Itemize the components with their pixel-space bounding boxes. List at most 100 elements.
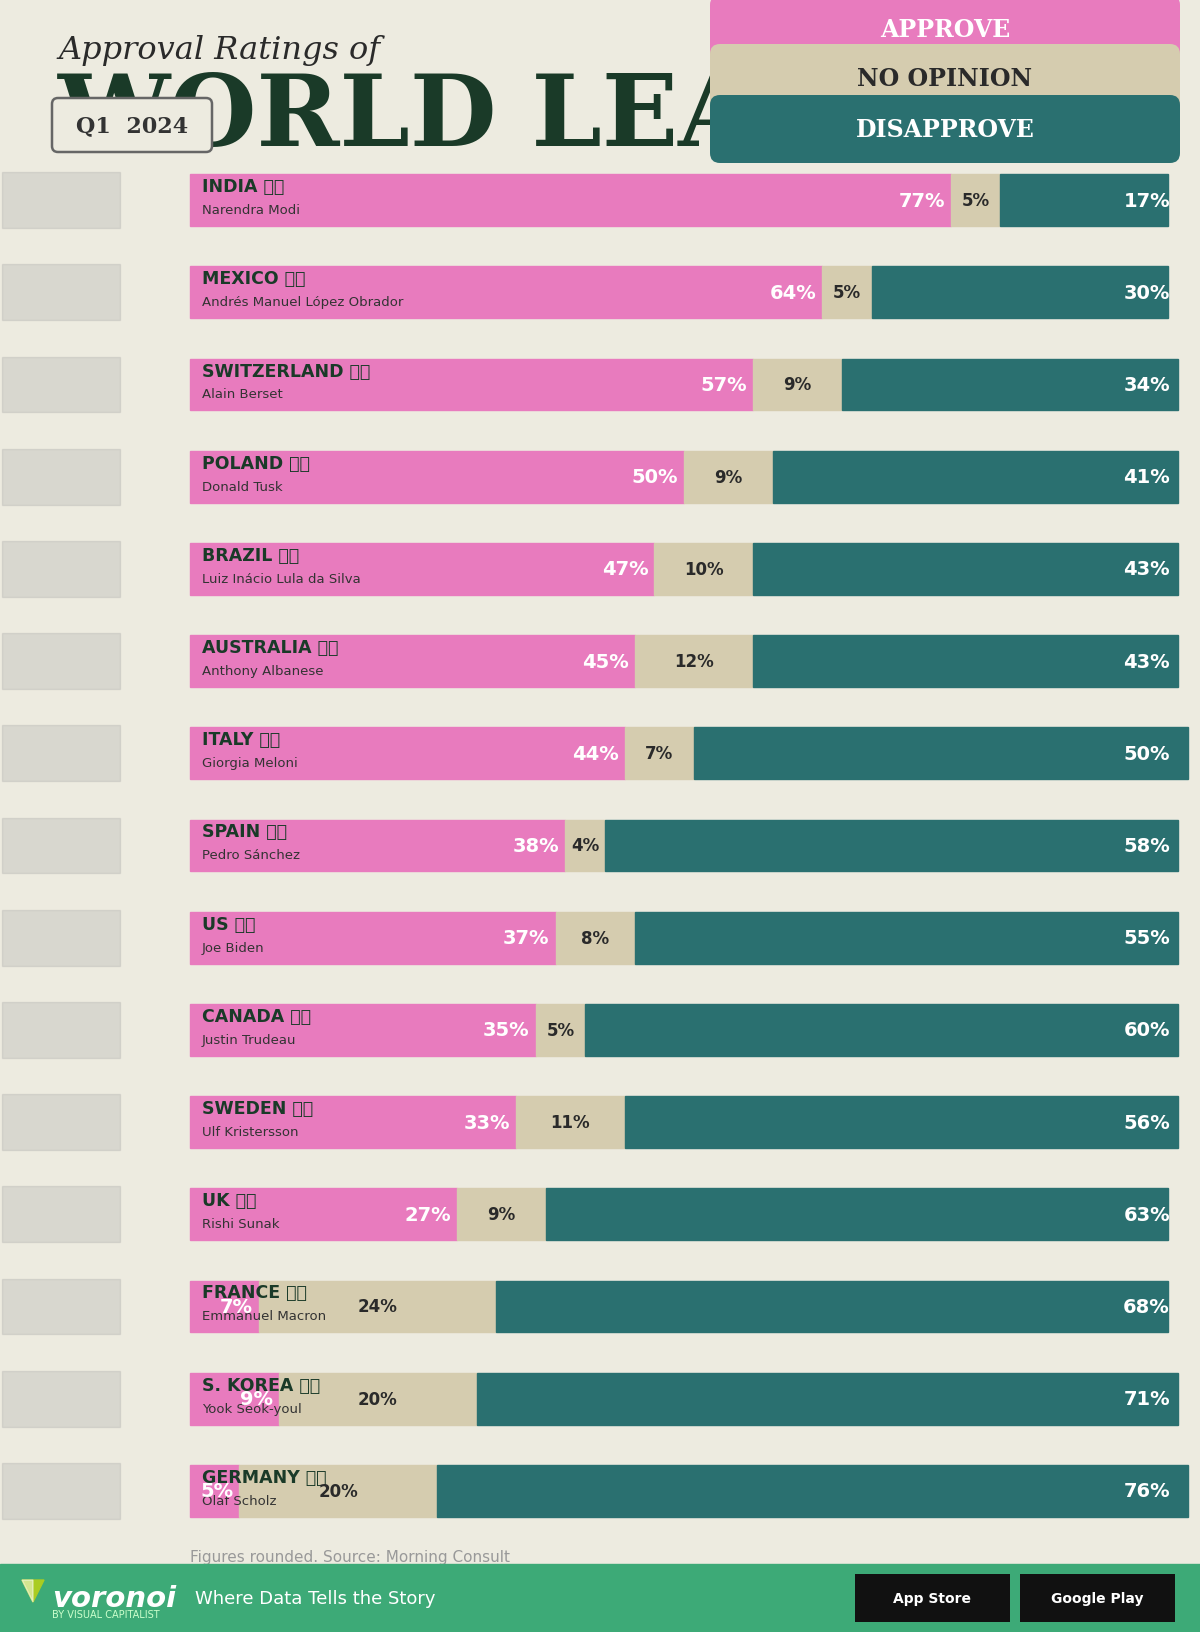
Text: 38%: 38% bbox=[512, 837, 559, 855]
Bar bbox=[1020, 1573, 1175, 1622]
Text: SWEDEN 🇸🇪: SWEDEN 🇸🇪 bbox=[202, 1100, 313, 1118]
Text: Pedro Sánchez: Pedro Sánchez bbox=[202, 849, 300, 862]
Text: 50%: 50% bbox=[631, 468, 678, 486]
Bar bbox=[190, 1281, 259, 1332]
Bar bbox=[556, 912, 635, 965]
Text: Joe Biden: Joe Biden bbox=[202, 942, 265, 955]
Bar bbox=[2, 818, 120, 873]
Bar bbox=[842, 359, 1178, 411]
Bar bbox=[437, 1466, 1188, 1516]
Text: 4%: 4% bbox=[571, 837, 599, 855]
Bar bbox=[535, 1004, 586, 1056]
Text: BY VISUAL CAPITALIST: BY VISUAL CAPITALIST bbox=[52, 1609, 160, 1619]
Text: APPROVE: APPROVE bbox=[880, 18, 1010, 42]
Bar bbox=[190, 1373, 278, 1425]
Bar bbox=[2, 357, 120, 413]
Text: Q1  2024: Q1 2024 bbox=[76, 114, 188, 137]
Text: 7%: 7% bbox=[220, 1297, 253, 1315]
Bar bbox=[2, 633, 120, 689]
Bar bbox=[0, 1563, 1200, 1632]
Bar bbox=[684, 452, 773, 503]
Text: 37%: 37% bbox=[503, 929, 550, 948]
Text: 35%: 35% bbox=[484, 1020, 530, 1040]
Bar bbox=[586, 1004, 1178, 1056]
Text: 76%: 76% bbox=[1123, 1482, 1170, 1500]
Bar bbox=[259, 1281, 497, 1332]
Text: Emmanuel Macron: Emmanuel Macron bbox=[202, 1310, 326, 1322]
Text: FRANCE 🇫🇷: FRANCE 🇫🇷 bbox=[202, 1284, 307, 1302]
Bar bbox=[635, 636, 754, 687]
Bar bbox=[190, 912, 556, 965]
Text: GERMANY 🇩🇪: GERMANY 🇩🇪 bbox=[202, 1469, 326, 1487]
Text: 10%: 10% bbox=[684, 560, 724, 579]
FancyBboxPatch shape bbox=[710, 0, 1180, 64]
Bar bbox=[190, 821, 565, 871]
Text: 60%: 60% bbox=[1123, 1020, 1170, 1040]
Text: MEXICO 🇲🇽: MEXICO 🇲🇽 bbox=[202, 271, 305, 289]
Text: 5%: 5% bbox=[961, 193, 990, 211]
Text: Anthony Albanese: Anthony Albanese bbox=[202, 664, 324, 677]
Text: US 🇺🇸: US 🇺🇸 bbox=[202, 916, 256, 934]
Text: Rishi Sunak: Rishi Sunak bbox=[202, 1217, 280, 1231]
Text: 44%: 44% bbox=[572, 744, 619, 764]
Text: Olaf Scholz: Olaf Scholz bbox=[202, 1493, 276, 1506]
Bar bbox=[497, 1281, 1168, 1332]
Text: SPAIN 🇪🇸: SPAIN 🇪🇸 bbox=[202, 823, 287, 840]
Text: WORLD LEADERS: WORLD LEADERS bbox=[58, 70, 1075, 166]
Bar bbox=[654, 543, 754, 596]
Bar bbox=[476, 1373, 1178, 1425]
Text: Approval Ratings of: Approval Ratings of bbox=[58, 34, 380, 65]
Bar bbox=[2, 542, 120, 597]
Bar bbox=[2, 173, 120, 228]
Text: 7%: 7% bbox=[646, 744, 673, 762]
Text: S. KOREA 🇰🇷: S. KOREA 🇰🇷 bbox=[202, 1376, 320, 1394]
Polygon shape bbox=[22, 1580, 34, 1603]
Text: SWITZERLAND 🇨🇭: SWITZERLAND 🇨🇭 bbox=[202, 362, 371, 380]
Text: 57%: 57% bbox=[701, 375, 748, 395]
Text: 5%: 5% bbox=[200, 1482, 233, 1500]
Text: 5%: 5% bbox=[833, 284, 862, 302]
Text: 47%: 47% bbox=[601, 560, 648, 579]
Bar bbox=[278, 1373, 476, 1425]
Bar bbox=[190, 728, 625, 780]
FancyBboxPatch shape bbox=[52, 100, 212, 153]
FancyBboxPatch shape bbox=[710, 46, 1180, 113]
Bar bbox=[822, 268, 871, 318]
Text: 55%: 55% bbox=[1123, 929, 1170, 948]
Bar bbox=[190, 175, 950, 227]
Bar bbox=[871, 268, 1168, 318]
Bar bbox=[190, 1097, 516, 1149]
Text: 27%: 27% bbox=[404, 1204, 451, 1224]
Text: 43%: 43% bbox=[1123, 653, 1170, 671]
Bar bbox=[773, 452, 1178, 503]
Bar bbox=[2, 449, 120, 506]
Bar bbox=[190, 1466, 240, 1516]
Text: Where Data Tells the Story: Where Data Tells the Story bbox=[194, 1590, 436, 1608]
Text: Justin Trudeau: Justin Trudeau bbox=[202, 1033, 296, 1046]
Text: CANADA 🇨🇦: CANADA 🇨🇦 bbox=[202, 1007, 311, 1025]
Text: INDIA 🇨🇳: INDIA 🇨🇳 bbox=[202, 178, 284, 196]
Bar bbox=[516, 1097, 625, 1149]
Text: 9%: 9% bbox=[784, 377, 811, 395]
Text: 24%: 24% bbox=[358, 1297, 397, 1315]
Text: 11%: 11% bbox=[551, 1113, 590, 1131]
Bar bbox=[854, 1573, 1010, 1622]
Bar bbox=[635, 912, 1178, 965]
Bar bbox=[190, 359, 754, 411]
Bar bbox=[694, 728, 1188, 780]
Bar bbox=[625, 1097, 1178, 1149]
Text: 20%: 20% bbox=[318, 1482, 358, 1500]
FancyBboxPatch shape bbox=[710, 96, 1180, 163]
Text: POLAND 🇵🇱: POLAND 🇵🇱 bbox=[202, 454, 310, 472]
Text: DISAPPROVE: DISAPPROVE bbox=[856, 118, 1034, 142]
Text: 41%: 41% bbox=[1123, 468, 1170, 486]
Text: Luiz Inácio Lula da Silva: Luiz Inácio Lula da Silva bbox=[202, 573, 361, 586]
Bar bbox=[625, 728, 694, 780]
Text: Yook Seok-youl: Yook Seok-youl bbox=[202, 1402, 301, 1415]
Text: BRAZIL 🇧🇷: BRAZIL 🇧🇷 bbox=[202, 547, 299, 565]
Text: NO OPINION: NO OPINION bbox=[858, 67, 1032, 91]
Text: Google Play: Google Play bbox=[1051, 1591, 1144, 1604]
Text: App Store: App Store bbox=[893, 1591, 971, 1604]
Bar bbox=[605, 821, 1178, 871]
Text: 9%: 9% bbox=[487, 1206, 515, 1224]
